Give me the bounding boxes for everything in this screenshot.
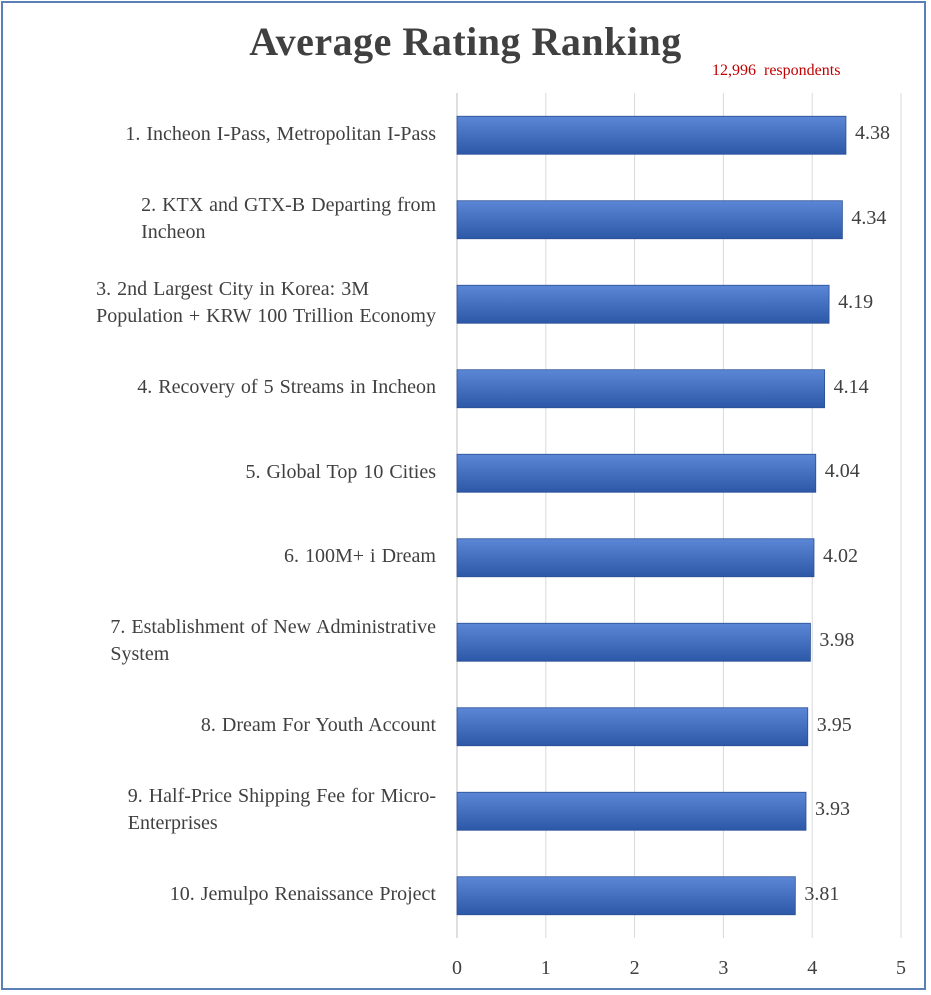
x-tick-label-3: 3 bbox=[718, 957, 729, 979]
category-label-line: 6. 100M+ i Dream bbox=[283, 545, 436, 568]
value-label-5: 4.04 bbox=[824, 460, 860, 483]
bar-3 bbox=[456, 284, 830, 324]
respondents-annotation: 12,996 respondents bbox=[712, 62, 841, 79]
category-label-line: 7. Establishment of New Administrative bbox=[110, 616, 436, 639]
value-label-2: 4.34 bbox=[851, 206, 887, 229]
category-label-8: 8. Dream For Youth Account bbox=[6, 712, 436, 739]
category-label-line: 9. Half-Price Shipping Fee for Micro- bbox=[127, 785, 436, 808]
category-label-2: 2. KTX and GTX-B Departing from Incheon bbox=[6, 192, 436, 246]
category-label-line: Incheon bbox=[141, 220, 206, 243]
bar-1 bbox=[456, 115, 847, 155]
category-label-line: 5. Global Top 10 Cities bbox=[245, 460, 436, 483]
category-label-9: 9. Half-Price Shipping Fee for Micro- Ent… bbox=[6, 783, 436, 837]
x-tick-label-0: 0 bbox=[452, 957, 462, 979]
category-label-7: 7. Establishment of New Administrative Sy… bbox=[6, 614, 436, 668]
category-label-line: 4. Recovery of 5 Streams in Incheon bbox=[137, 376, 436, 399]
bar-4 bbox=[456, 369, 826, 409]
bar-6 bbox=[456, 538, 815, 578]
category-label-3: 3. 2nd Largest City in Korea: 3M Populati… bbox=[6, 276, 436, 330]
value-label-1: 4.38 bbox=[854, 122, 890, 145]
value-label-7: 3.98 bbox=[819, 629, 855, 652]
category-label-line: 8. Dream For Youth Account bbox=[200, 714, 436, 737]
category-label-4: 4. Recovery of 5 Streams in Incheon bbox=[6, 374, 436, 401]
category-label-line: 1. Incheon I-Pass, Metropolitan I-Pass bbox=[125, 122, 436, 145]
category-label-line: 10. Jemulpo Renaissance Project bbox=[169, 883, 436, 906]
category-label-line: 3. 2nd Largest City in Korea: 3M bbox=[96, 278, 369, 301]
bar-9 bbox=[456, 791, 807, 831]
value-label-6: 4.02 bbox=[822, 544, 858, 567]
category-label-6: 6. 100M+ i Dream bbox=[6, 543, 436, 570]
bar-8 bbox=[456, 707, 809, 747]
value-label-8: 3.95 bbox=[816, 713, 852, 736]
x-tick-label-1: 1 bbox=[540, 957, 551, 979]
x-tick-label-2: 2 bbox=[629, 957, 640, 979]
x-tick-label-5: 5 bbox=[896, 957, 906, 979]
value-label-9: 3.93 bbox=[814, 798, 850, 821]
category-label-10: 10. Jemulpo Renaissance Project bbox=[6, 881, 436, 908]
value-label-3: 4.19 bbox=[838, 291, 874, 314]
x-tick-label-4: 4 bbox=[807, 957, 818, 979]
chart-title: Average Rating Ranking bbox=[249, 19, 682, 64]
value-label-10: 3.81 bbox=[804, 882, 840, 905]
bar-10 bbox=[456, 876, 796, 916]
category-label-line: System bbox=[110, 643, 170, 666]
bar-7 bbox=[456, 622, 811, 662]
value-label-4: 4.14 bbox=[833, 375, 869, 398]
bar-5 bbox=[456, 453, 817, 493]
category-label-5: 5. Global Top 10 Cities bbox=[6, 459, 436, 486]
bar-2 bbox=[456, 200, 843, 240]
category-label-1: 1. Incheon I-Pass, Metropolitan I-Pass bbox=[6, 121, 436, 148]
category-label-line: Enterprises bbox=[127, 812, 218, 835]
category-label-line: 2. KTX and GTX-B Departing from bbox=[141, 193, 436, 216]
category-label-line: Population + KRW 100 Trillion Economy bbox=[96, 305, 436, 328]
